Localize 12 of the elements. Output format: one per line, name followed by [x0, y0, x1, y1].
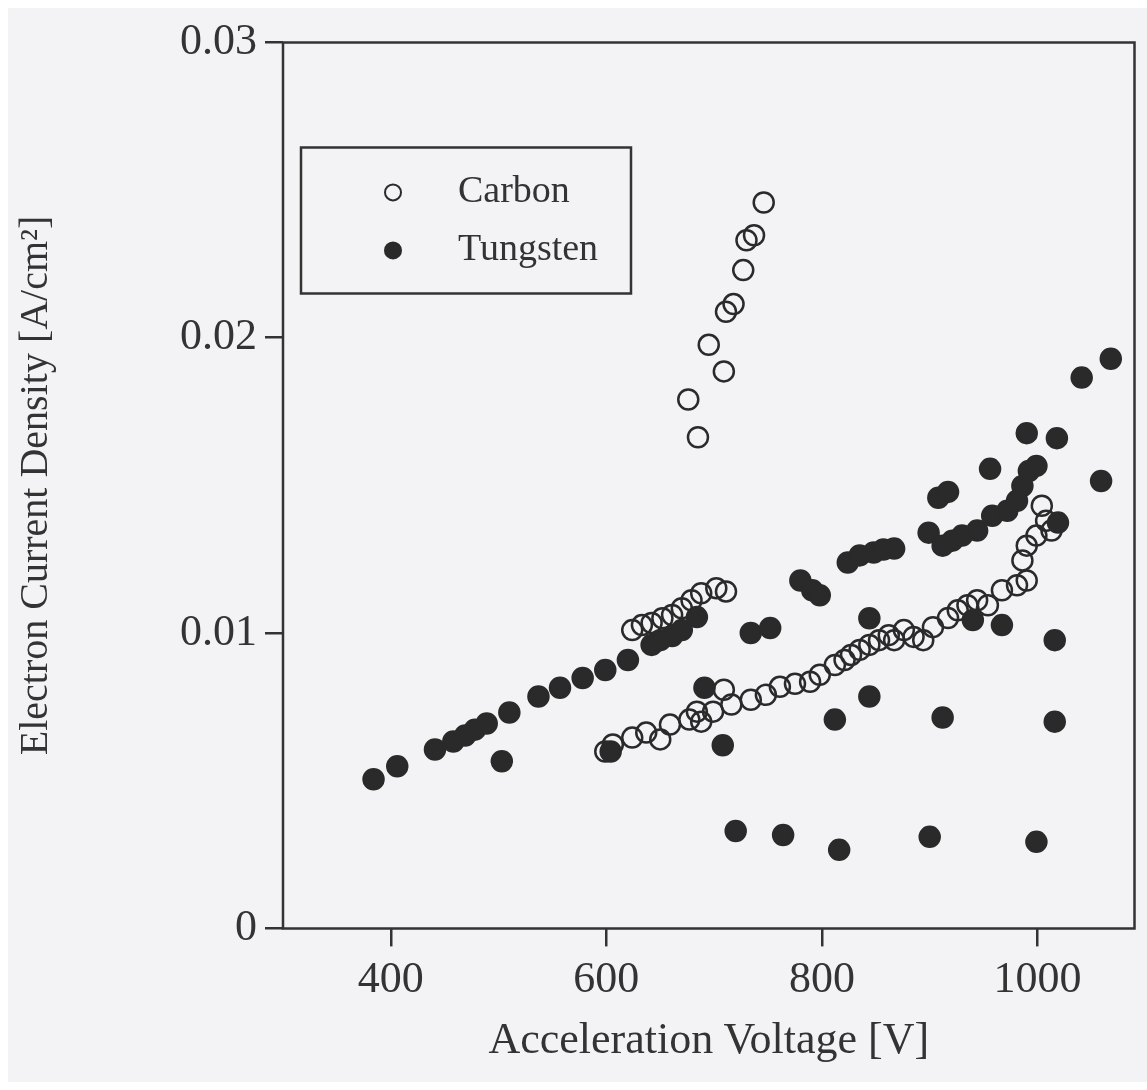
y-tick-label: 0	[235, 900, 257, 950]
y-axis-title: Electron Current Density [A/cm²]	[10, 215, 56, 756]
x-tick-label: 800	[788, 953, 855, 1003]
legend-label: Tungsten	[458, 226, 599, 269]
legend-label: Carbon	[458, 168, 570, 211]
x-tick-label: 1000	[993, 953, 1082, 1003]
y-tick-label: 0.03	[180, 14, 257, 64]
x-tick-label: 400	[357, 953, 424, 1003]
x-axis-title: Acceleration Voltage [V]	[488, 1014, 930, 1064]
y-tick-label: 0.01	[180, 605, 257, 655]
y-tick-label: 0.02	[180, 310, 257, 360]
x-tick-label: 600	[573, 953, 640, 1003]
